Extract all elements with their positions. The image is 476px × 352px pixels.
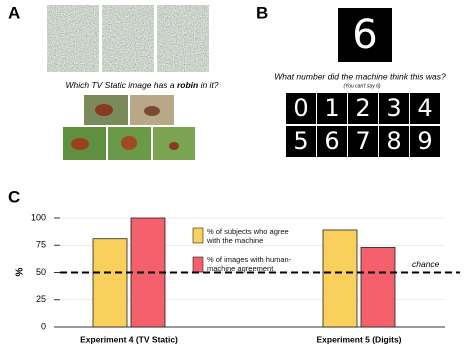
digit-tile	[286, 93, 316, 124]
bird	[169, 142, 179, 150]
bird	[121, 136, 137, 150]
digit-tile	[379, 93, 409, 124]
x-tick-label: Experiment 5 (Digits)	[316, 334, 401, 344]
y-tick-label: 0	[41, 321, 46, 331]
digit-tile	[317, 126, 347, 157]
digit-tile	[348, 126, 378, 157]
digit: 6	[324, 127, 339, 155]
digit: 3	[386, 94, 401, 122]
digit-tile	[348, 93, 378, 124]
bar	[360, 247, 396, 328]
robin-photos	[63, 95, 195, 160]
bar	[322, 229, 358, 328]
digit-image	[338, 8, 392, 62]
digit: 0	[293, 94, 308, 122]
digit-tile	[410, 126, 440, 157]
bird	[95, 104, 113, 116]
digit: 8	[386, 127, 401, 155]
question-text: Which TV Static image has a	[65, 80, 177, 90]
panel-letter: C	[8, 187, 20, 206]
digit-tile	[317, 93, 347, 124]
x-tick-label: Experiment 4 (TV Static)	[80, 334, 178, 344]
y-tick-label: 100	[31, 212, 46, 222]
question-text: in it?	[198, 80, 219, 90]
digit: 5	[293, 127, 308, 155]
digit: 7	[355, 127, 370, 155]
legend-label: % of images with human-machine agreement	[207, 255, 292, 273]
legend-swatch	[192, 256, 204, 273]
bar	[92, 238, 128, 328]
digit: 9	[417, 127, 432, 155]
question-note: (You can't say 6)	[343, 83, 380, 89]
digit-tile	[410, 93, 440, 124]
digit: 2	[355, 94, 370, 122]
panel-letter: A	[8, 3, 20, 22]
question-keyword: robin	[177, 80, 198, 90]
digit: 1	[324, 94, 339, 122]
static-image	[102, 5, 154, 72]
bird	[71, 138, 89, 150]
bird	[144, 106, 160, 116]
digit: 4	[417, 94, 432, 122]
question-b: What number did the machine think this w…	[274, 71, 446, 81]
shown-digit: 6	[352, 12, 377, 58]
y-tick-label: 50	[36, 267, 46, 277]
legend-swatch	[192, 227, 204, 244]
tv-static-images	[47, 5, 209, 72]
question-a: Which TV Static image has a robin in it?	[65, 80, 218, 90]
static-image	[157, 5, 209, 72]
static-image	[47, 5, 99, 72]
y-tick-label: 25	[36, 294, 46, 304]
y-tick-label: 75	[36, 240, 46, 250]
reference-label: chance	[412, 259, 440, 269]
y-axis-label: %	[15, 267, 26, 276]
chart: % 0 25 50 75 100 Experiment 4 (TV Static) Expe…	[15, 212, 460, 344]
digit-tile	[379, 126, 409, 157]
panel-letter: B	[256, 3, 268, 22]
legend-label: % of subjects who agree with the machine	[207, 227, 289, 245]
digit-tile	[286, 126, 316, 157]
digit-grid: 0 1 2 3 4 5 6 7 8 9	[286, 93, 440, 157]
